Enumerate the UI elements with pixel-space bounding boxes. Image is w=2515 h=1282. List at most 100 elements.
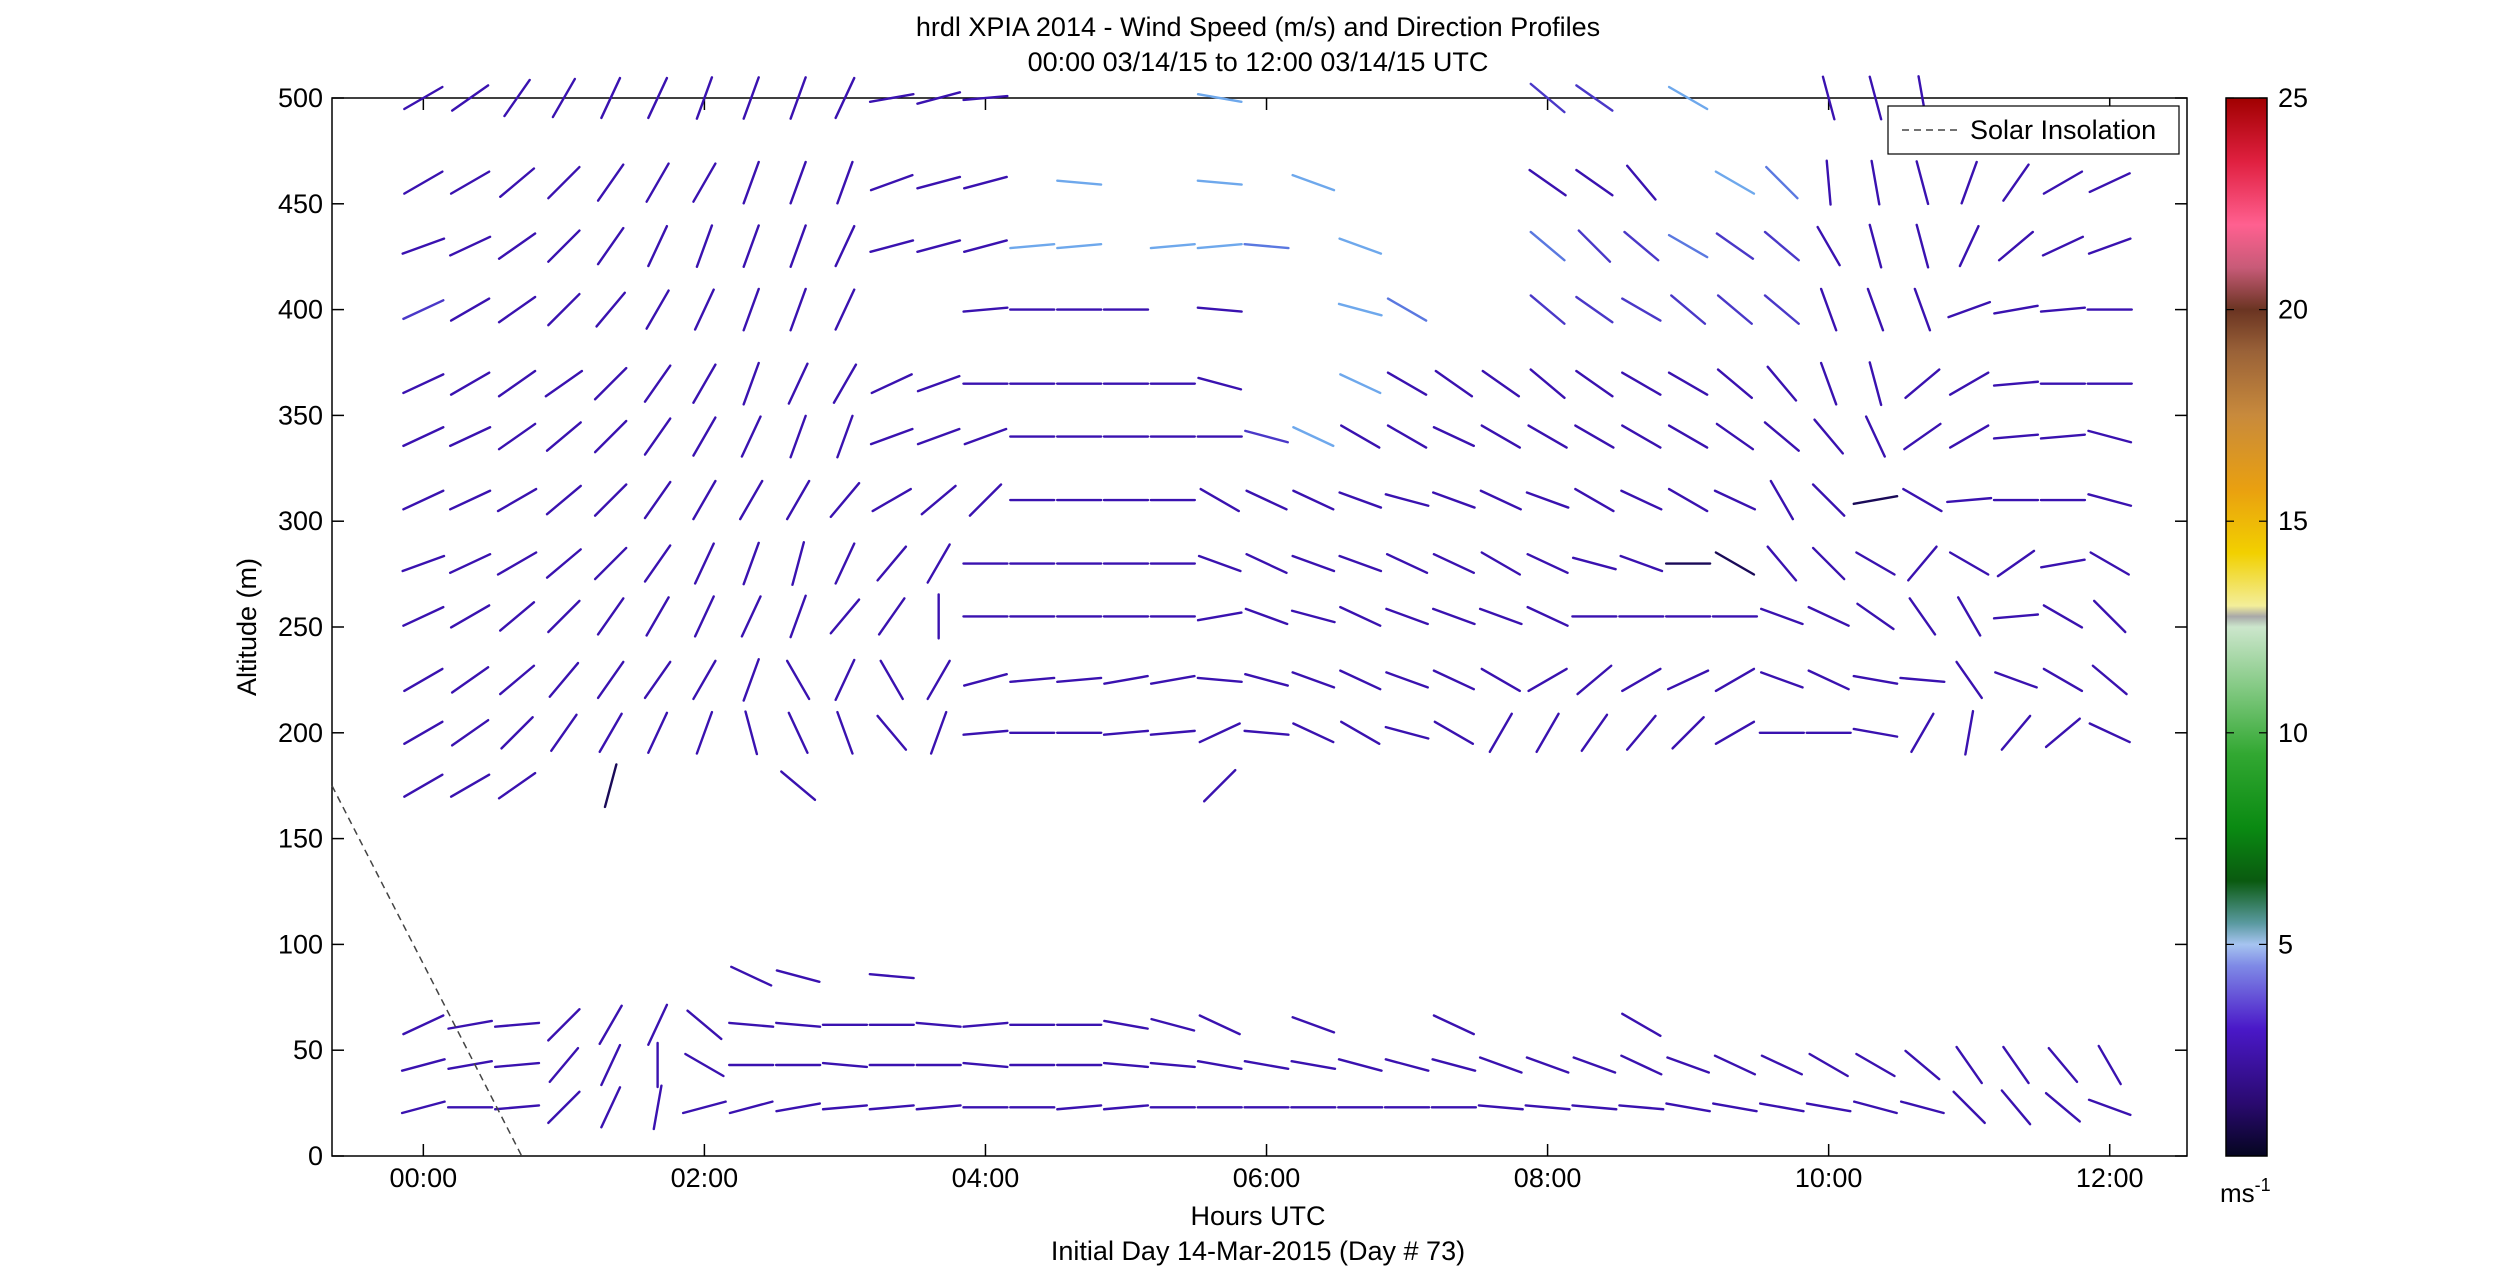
wind-vector [1714,170,1756,195]
wind-vector [497,232,537,260]
wind-vector [868,973,915,980]
wind-vector [780,770,817,802]
wind-vector [1432,1014,1475,1036]
wind-vector [450,718,490,747]
wind-vector [1292,489,1335,511]
wind-vector [1619,554,1664,573]
wind-vector [450,84,490,112]
wind-vector [1819,287,1838,332]
wind-vector [1992,433,2040,440]
wind-vector [1291,1016,1336,1034]
wind-vector [499,167,536,198]
wind-vector [643,660,672,700]
wind-vector [1958,224,1980,268]
wind-vector [598,1004,623,1046]
wind-vector [1667,424,1709,449]
wind-vector [596,597,625,636]
wind-vector [1621,371,1662,396]
wind-vector [545,421,582,452]
wind-vector [1715,422,1755,451]
wind-vector [1907,545,1938,582]
wind-vector [551,77,577,119]
wind-vector [868,92,915,104]
wind-vector [1667,233,1709,259]
wind-vector [1864,415,1886,458]
wind-vector [1535,712,1560,754]
wind-vector [403,85,444,111]
wind-vector [1855,1052,1896,1078]
wind-vector [775,1102,822,1113]
wind-vector [929,710,948,755]
wind-vector [550,713,578,753]
wind-vector [596,163,625,202]
wind-vectors [400,75,2133,1131]
wind-vector [876,545,908,582]
wind-vector [1244,607,1289,626]
wind-vector [789,414,807,459]
wind-vector [775,1021,822,1028]
wind-vector [596,226,625,266]
wind-vector [1149,729,1196,736]
y-tick-label: 0 [308,1141,323,1171]
wind-vector [1386,371,1428,396]
wind-vector [497,295,537,324]
wind-vector [447,1019,494,1030]
wind-vector [595,291,627,328]
wind-vector [692,162,717,203]
wind-vector [1665,1102,1711,1113]
wind-vector [1434,369,1474,398]
wind-vector [449,371,491,396]
x-tick-label: 08:00 [1514,1163,1582,1193]
wind-vector [1526,553,1569,575]
wind-vector [693,288,715,331]
wind-vector [1245,553,1288,575]
wind-vector [1852,495,1899,506]
wind-vector [1196,676,1243,684]
wind-vector [1524,1104,1571,1111]
wind-vector [450,666,490,694]
wind-vector [1337,302,1383,317]
wind-vector [1571,1104,1618,1111]
wind-vector [1525,491,1570,509]
y-tick-label: 450 [278,189,323,219]
wind-vector [2091,664,2128,696]
wind-vector [834,288,856,331]
wind-vector [1808,1052,1849,1078]
wind-vector [1856,602,1895,631]
wind-vector [789,224,807,268]
wind-vector [1714,551,1756,576]
wind-vector [1759,607,1804,626]
wind-vector [1528,168,1567,197]
wind-vector [1576,664,1613,696]
wind-vector [836,710,854,755]
wind-vector [787,711,809,754]
wind-vector [1993,304,2039,315]
wind-vector [402,605,445,627]
wind-vector [829,598,861,635]
wind-vector [744,710,759,756]
wind-vector [695,224,714,268]
wind-vector [545,484,582,516]
wind-vector [603,763,618,809]
wind-vector [1102,1061,1150,1069]
wind-vector [499,664,536,696]
wind-vector [1992,613,2040,620]
wind-vector [593,366,628,401]
wind-vector [1947,300,1992,319]
wind-vector [962,306,1009,313]
wind-vector [1480,667,1522,693]
wind-vector [1825,159,1832,206]
wind-vector [1671,716,1705,750]
wind-vector [1913,287,1932,332]
wind-vector [600,1086,622,1129]
wind-vector [1852,727,1899,738]
wind-vector [2087,1098,2132,1117]
wind-vector [1915,223,1930,269]
wind-vector [600,1043,622,1087]
wind-vector [1816,225,1841,267]
wind-vector [1716,294,1753,325]
wind-vector [1813,418,1844,455]
y-tick-label: 100 [278,929,323,959]
x-tick-label: 04:00 [952,1163,1020,1193]
wind-vector [548,661,580,698]
